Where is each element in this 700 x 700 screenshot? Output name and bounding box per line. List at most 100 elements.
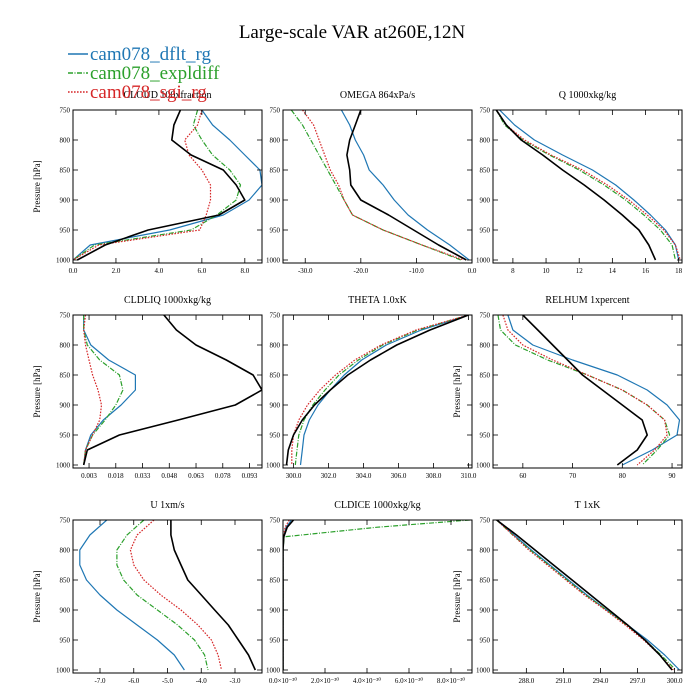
x-tick-label: 0.0×10⁻³⁰ bbox=[269, 677, 297, 685]
x-tick-label: -3.0 bbox=[229, 677, 241, 685]
y-axis-label: Pressure [hPa] bbox=[32, 570, 42, 622]
series-group bbox=[495, 110, 681, 261]
y-tick-label: 1000 bbox=[56, 462, 71, 470]
y-tick-label: 850 bbox=[60, 372, 71, 380]
y-axis-label: Pressure [hPa] bbox=[452, 365, 462, 417]
series-group bbox=[82, 315, 262, 466]
x-tick-label: 8.0×10⁻³⁰ bbox=[437, 677, 465, 685]
y-tick-label: 800 bbox=[480, 547, 491, 555]
series-group bbox=[283, 520, 470, 670]
series-line-cam078_expldiff bbox=[497, 315, 671, 466]
y-tick-label: 1000 bbox=[476, 257, 491, 265]
panel-title: T 1xK bbox=[575, 500, 601, 511]
x-tick-label: 12 bbox=[576, 267, 584, 275]
y-tick-label: 1000 bbox=[476, 667, 491, 675]
y-axis-label: Pressure [hPa] bbox=[452, 570, 462, 622]
series-line-cam078_sgi_rg bbox=[495, 110, 681, 261]
x-tick-label: 0.078 bbox=[215, 472, 231, 480]
series-line-cam078_dflt_rg bbox=[496, 520, 680, 671]
y-tick-label: 850 bbox=[480, 372, 491, 380]
x-tick-label: -5.0 bbox=[162, 677, 174, 685]
y-tick-label: 950 bbox=[480, 637, 491, 645]
series-line-cam078_sgi_rg bbox=[291, 315, 469, 465]
y-tick-label: 750 bbox=[480, 107, 491, 115]
x-tick-label: 4.0×10⁻³⁰ bbox=[353, 677, 381, 685]
y-tick-label: 950 bbox=[480, 227, 491, 235]
series-group bbox=[496, 520, 680, 671]
y-tick-label: 800 bbox=[270, 547, 281, 555]
panel-9: T 1xK Pressure [hPa] 288.0 291.0 294.0 297.0 3… bbox=[452, 500, 683, 685]
x-tick-label: 304.0 bbox=[356, 472, 372, 480]
panel-title: Q 1000xkg/kg bbox=[559, 90, 617, 101]
x-tick-label: 14 bbox=[609, 267, 617, 275]
series-line-cam078_expldiff bbox=[495, 110, 676, 261]
y-tick-label: 950 bbox=[270, 432, 281, 440]
y-tick-label: 850 bbox=[270, 577, 281, 585]
x-tick-label: -4.0 bbox=[196, 677, 208, 685]
x-tick-label: 6.0 bbox=[197, 267, 206, 275]
series-line-reference bbox=[76, 110, 246, 261]
y-tick-label: 850 bbox=[480, 577, 491, 585]
panel-5: THETA 1.0xK 300.0 302.0 304.0 306.0 308.0 310.… bbox=[266, 295, 477, 480]
y-tick-label: 900 bbox=[270, 197, 281, 205]
x-tick-label: -6.0 bbox=[128, 677, 140, 685]
x-tick-label: -7.0 bbox=[94, 677, 106, 685]
y-tick-label: 750 bbox=[270, 517, 281, 525]
series-line-cam078_expldiff bbox=[83, 315, 124, 466]
y-tick-label: 1000 bbox=[266, 667, 281, 675]
series-line-reference bbox=[285, 315, 469, 466]
y-tick-label: 750 bbox=[60, 312, 71, 320]
y-tick-label: 750 bbox=[60, 517, 71, 525]
y-tick-label: 750 bbox=[60, 107, 71, 115]
y-tick-label: 1000 bbox=[266, 257, 281, 265]
x-tick-label: -30.0 bbox=[298, 267, 313, 275]
series-line-cam078_expldiff bbox=[73, 110, 242, 261]
panel-title: U 1xm/s bbox=[150, 500, 184, 511]
x-tick-label: 302.0 bbox=[321, 472, 337, 480]
panel-4: CLDLIQ 1000xkg/kg Pressure [hPa] 0.003 0.01… bbox=[32, 295, 263, 480]
series-line-cam078_dflt_rg bbox=[340, 110, 470, 261]
panel-8: CLDICE 1000xkg/kg 0.0×10⁻³⁰ 2.0×10⁻³⁰ 4.0×1… bbox=[266, 500, 473, 685]
y-tick-label: 800 bbox=[60, 342, 71, 350]
y-tick-label: 850 bbox=[480, 167, 491, 175]
x-tick-label: 60 bbox=[519, 472, 527, 480]
y-tick-label: 800 bbox=[480, 137, 491, 145]
series-line-cam078_sgi_rg bbox=[496, 520, 674, 671]
plot-frame bbox=[492, 519, 683, 674]
series-group bbox=[290, 110, 470, 261]
y-tick-label: 950 bbox=[60, 432, 71, 440]
panel-title: OMEGA 864xPa/s bbox=[340, 90, 415, 101]
x-tick-label: 0.033 bbox=[135, 472, 151, 480]
x-tick-label: 297.0 bbox=[630, 677, 646, 685]
series-line-reference bbox=[495, 110, 657, 261]
figure-title: Large-scale VAR at260E,12N bbox=[239, 22, 466, 43]
series-line-reference bbox=[82, 315, 262, 466]
y-tick-label: 950 bbox=[60, 227, 71, 235]
panel-title: RELHUM 1xpercent bbox=[545, 295, 629, 306]
x-tick-label: 294.0 bbox=[593, 677, 609, 685]
series-line-reference bbox=[346, 110, 467, 261]
series-line-cam078_dflt_rg bbox=[499, 110, 680, 261]
x-tick-label: 288.0 bbox=[518, 677, 534, 685]
y-tick-label: 900 bbox=[480, 197, 491, 205]
y-tick-label: 900 bbox=[480, 402, 491, 410]
series-line-cam078_expldiff bbox=[283, 520, 470, 670]
y-tick-label: 900 bbox=[270, 607, 281, 615]
panel-title: CLDLIQ 1000xkg/kg bbox=[124, 295, 211, 306]
x-tick-label: 0.063 bbox=[188, 472, 204, 480]
panel-title: THETA 1.0xK bbox=[348, 295, 407, 306]
series-line-cam078_dflt_rg bbox=[73, 110, 262, 261]
y-tick-label: 800 bbox=[270, 137, 281, 145]
plot-frame bbox=[492, 109, 683, 264]
y-axis-label: Pressure [hPa] bbox=[32, 365, 42, 417]
series-group bbox=[497, 315, 681, 466]
x-tick-label: 300.0 bbox=[286, 472, 302, 480]
x-tick-label: 8.0 bbox=[240, 267, 249, 275]
x-tick-label: 8 bbox=[511, 267, 515, 275]
series-line-cam078_expldiff bbox=[294, 315, 469, 466]
series-line-cam078_expldiff bbox=[290, 110, 462, 261]
x-tick-label: 16 bbox=[642, 267, 650, 275]
y-tick-label: 950 bbox=[270, 227, 281, 235]
x-tick-label: 310.0 bbox=[461, 472, 477, 480]
y-tick-label: 900 bbox=[60, 607, 71, 615]
